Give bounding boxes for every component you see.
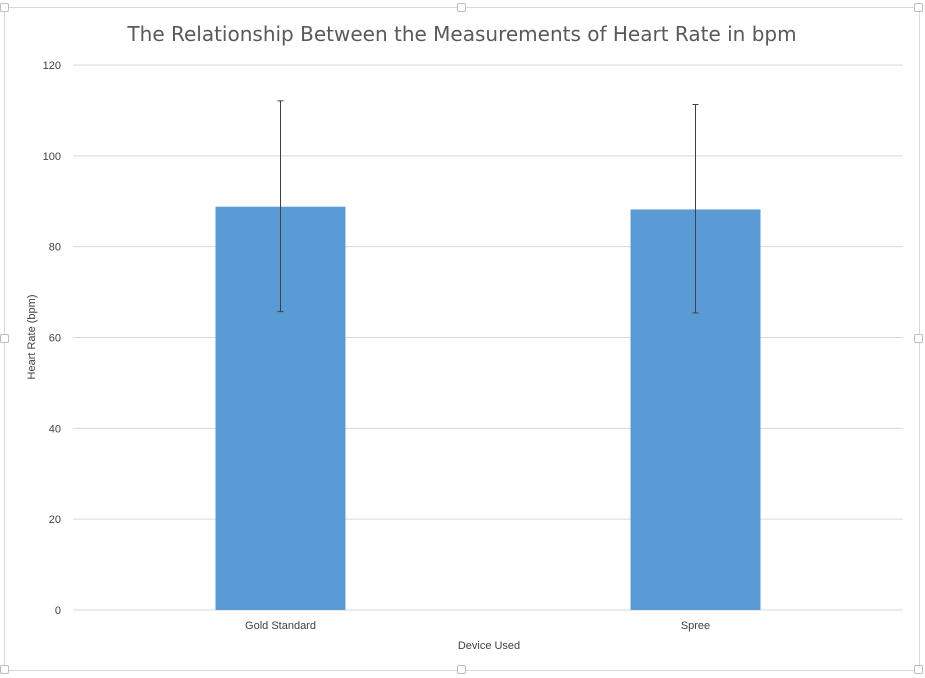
x-tick-label: Gold Standard — [245, 620, 316, 632]
error-bar — [277, 100, 284, 313]
y-tick-label: 80 — [49, 242, 61, 254]
chart-title: The Relationship Between the Measurement… — [126, 22, 796, 46]
y-tick-label: 60 — [49, 333, 61, 345]
x-axis-title: Device Used — [458, 640, 520, 652]
resize-handle-right[interactable] — [914, 334, 923, 343]
y-tick-label: 100 — [43, 151, 61, 163]
resize-handle-bottom-right[interactable] — [914, 665, 923, 674]
resize-handle-top-left[interactable] — [0, 3, 9, 12]
y-tick-label: 40 — [49, 423, 61, 435]
resize-handle-top[interactable] — [457, 3, 466, 12]
y-axis-title: Heart Rate (bpm) — [26, 295, 38, 380]
x-axis-ticks: Gold Standard Spree — [245, 620, 710, 632]
resize-handle-left[interactable] — [0, 334, 9, 343]
y-tick-label: 120 — [43, 60, 61, 72]
y-tick-label: 0 — [55, 605, 61, 617]
gridlines — [73, 64, 903, 611]
resize-handle-bottom[interactable] — [457, 665, 466, 674]
error-bars — [277, 100, 699, 314]
error-bar — [692, 104, 699, 314]
y-tick-label: 20 — [49, 514, 61, 526]
y-axis-ticks: 0 20 40 60 80 100 120 — [43, 60, 61, 617]
resize-handle-bottom-left[interactable] — [0, 665, 9, 674]
bars — [215, 206, 761, 611]
x-tick-label: Spree — [681, 620, 710, 632]
resize-handle-top-right[interactable] — [914, 3, 923, 12]
chart-frame — [4, 7, 920, 671]
